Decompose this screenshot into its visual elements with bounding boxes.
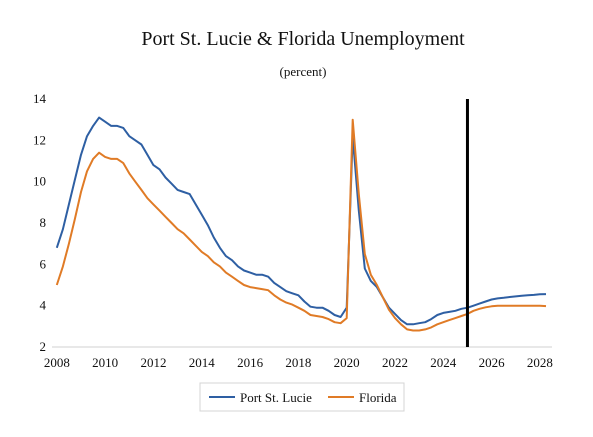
y-tick-label: 2: [40, 339, 47, 354]
x-tick-label: 2018: [285, 355, 311, 370]
chart-subtitle: (percent): [280, 64, 327, 79]
chart-title: Port St. Lucie & Florida Unemployment: [141, 28, 465, 50]
legend-label-port-st-lucie: Port St. Lucie: [240, 390, 312, 405]
x-tick-label: 2012: [140, 355, 166, 370]
y-tick-labels: 2 4 6 8 10 12 14: [33, 91, 47, 354]
x-tick-label: 2028: [527, 355, 553, 370]
y-tick-label: 12: [33, 132, 46, 147]
legend: Port St. Lucie Florida: [199, 382, 405, 412]
y-tick-label: 6: [40, 256, 47, 271]
x-tick-label: 2016: [237, 355, 264, 370]
y-tick-label: 8: [40, 215, 47, 230]
series-lines: [55, 116, 547, 332]
x-tick-label: 2008: [44, 355, 70, 370]
x-tick-labels: 2008 2010 2012 2014 2016 2018 2020 2022 2024 2026…: [44, 355, 553, 370]
y-tick-label: 14: [33, 91, 47, 106]
x-tick-label: 2014: [189, 355, 216, 370]
x-tick-label: 2026: [479, 355, 506, 370]
series-line-florida: [55, 118, 547, 332]
y-tick-label: 4: [40, 298, 47, 313]
series-line-port-st-lucie: [55, 116, 547, 326]
x-tick-label: 2010: [92, 355, 118, 370]
legend-label-florida: Florida: [359, 390, 397, 405]
x-tick-label: 2022: [382, 355, 408, 370]
y-tick-label: 10: [33, 174, 46, 189]
x-tick-label: 2024: [430, 355, 457, 370]
x-tick-label: 2020: [334, 355, 360, 370]
